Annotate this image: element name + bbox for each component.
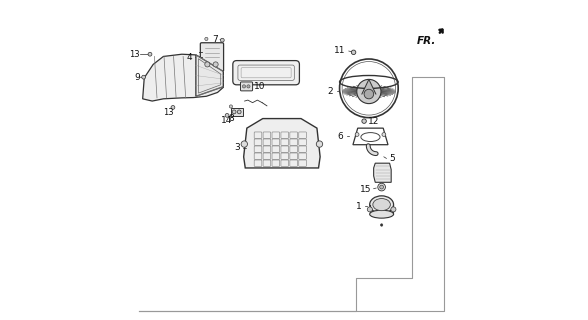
Circle shape bbox=[213, 62, 218, 67]
Ellipse shape bbox=[370, 196, 393, 213]
Text: 10: 10 bbox=[254, 82, 266, 91]
Polygon shape bbox=[373, 163, 391, 182]
Text: 3: 3 bbox=[235, 143, 240, 152]
Circle shape bbox=[205, 37, 208, 41]
Circle shape bbox=[229, 105, 232, 108]
Text: 12: 12 bbox=[368, 117, 379, 126]
Ellipse shape bbox=[361, 132, 380, 141]
Text: 4: 4 bbox=[187, 53, 193, 62]
Text: 13: 13 bbox=[129, 50, 140, 59]
Text: 6: 6 bbox=[338, 132, 343, 141]
Text: 5: 5 bbox=[390, 154, 395, 163]
Circle shape bbox=[355, 132, 359, 136]
Circle shape bbox=[247, 85, 250, 88]
Ellipse shape bbox=[373, 198, 390, 211]
FancyBboxPatch shape bbox=[233, 60, 299, 85]
Polygon shape bbox=[143, 54, 223, 101]
Text: 15: 15 bbox=[360, 185, 371, 194]
Circle shape bbox=[238, 110, 241, 114]
Circle shape bbox=[378, 183, 386, 191]
Circle shape bbox=[380, 185, 383, 189]
Text: 9: 9 bbox=[134, 73, 140, 82]
Polygon shape bbox=[231, 108, 243, 116]
Circle shape bbox=[362, 119, 366, 123]
Circle shape bbox=[391, 207, 396, 212]
Circle shape bbox=[242, 85, 246, 88]
Text: FR.: FR. bbox=[417, 36, 436, 46]
Circle shape bbox=[382, 132, 386, 136]
Text: 7: 7 bbox=[212, 35, 218, 44]
Circle shape bbox=[380, 224, 383, 226]
Circle shape bbox=[232, 110, 236, 114]
Text: 14: 14 bbox=[222, 116, 233, 125]
Circle shape bbox=[352, 50, 356, 54]
Ellipse shape bbox=[370, 210, 393, 218]
Circle shape bbox=[225, 114, 229, 117]
Text: 11: 11 bbox=[333, 46, 345, 55]
Text: 2: 2 bbox=[328, 87, 333, 96]
Circle shape bbox=[368, 207, 372, 212]
Polygon shape bbox=[196, 55, 223, 96]
Text: 13: 13 bbox=[163, 108, 173, 117]
Circle shape bbox=[142, 75, 145, 79]
Circle shape bbox=[364, 89, 373, 99]
Text: 8: 8 bbox=[228, 114, 234, 123]
Polygon shape bbox=[243, 119, 320, 168]
Circle shape bbox=[357, 79, 381, 104]
FancyBboxPatch shape bbox=[201, 43, 223, 71]
Text: 1: 1 bbox=[356, 202, 362, 211]
FancyBboxPatch shape bbox=[240, 82, 253, 91]
Circle shape bbox=[316, 141, 323, 147]
Polygon shape bbox=[362, 79, 376, 94]
Circle shape bbox=[148, 52, 152, 56]
Circle shape bbox=[171, 106, 175, 109]
Circle shape bbox=[220, 38, 224, 42]
Circle shape bbox=[241, 141, 248, 147]
Circle shape bbox=[205, 62, 210, 67]
